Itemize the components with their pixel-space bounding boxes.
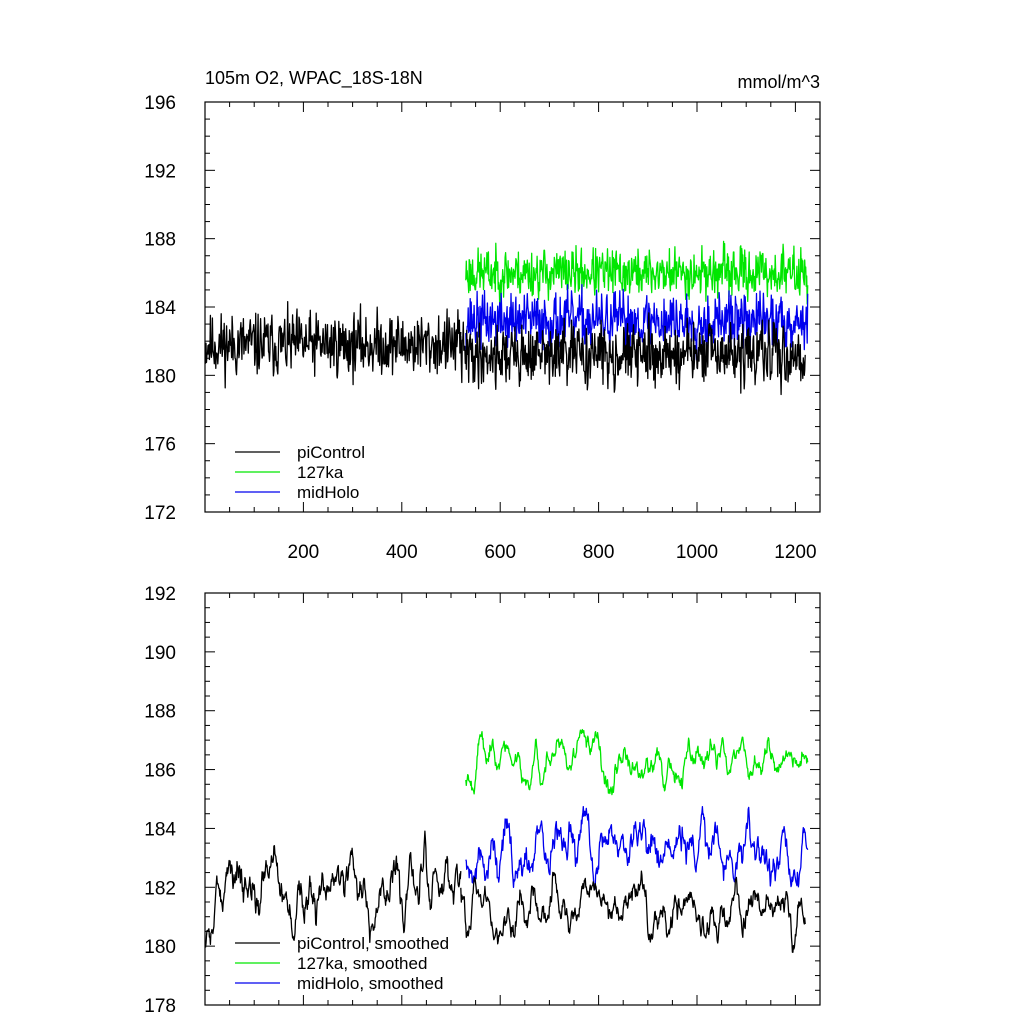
series-line-127ka-1 [465,240,809,306]
top-plot-frame [204,101,821,513]
x-tick-label: 600 [484,542,516,563]
series-line-midholo-2 [465,283,809,361]
series-line-127ka-smoothed-1 [465,728,809,796]
y-tick-label: 188 [144,230,176,251]
y-tick-label: 184 [144,298,176,319]
y-tick-label: 190 [144,643,176,664]
legend-label: piControl, smoothed [297,934,449,953]
bottom-plot-frame [204,592,821,1006]
legend-label: midHolo [297,483,359,502]
y-tick-label: 180 [144,937,176,958]
bottom-series-layer [204,728,809,953]
series-line-picontrol-smoothed-3 [460,870,806,953]
legend-label: midHolo, smoothed [297,974,443,993]
legend-label: 127ka, smoothed [297,954,427,973]
series-line-midholo-smoothed-2 [465,805,809,891]
y-tick-label: 192 [144,161,176,182]
series-line-picontrol-smoothed-0 [204,830,462,948]
legend-label: piControl [297,443,365,462]
y-tick-label: 182 [144,878,176,899]
series-line-picontrol-0 [204,301,462,389]
y-tick-label: 192 [144,584,176,605]
chart-title: 105m O2, WPAC_18S-18N [205,68,423,89]
y-tick-label: 188 [144,702,176,723]
y-tick-label: 172 [144,503,176,524]
x-tick-label: 1000 [676,542,718,563]
bottom-panel: 178 180 182 184 186 188 190 192 piControl, smoo… [144,584,821,1017]
x-tick-label: 200 [288,542,320,563]
top-panel: 105m O2, WPAC_18S-18N mmol/m^3 172 176 180… [144,68,821,563]
y-tick-label: 176 [144,435,176,456]
bottom-tick-layer: 178 180 182 184 186 188 190 192 [144,584,821,1017]
y-tick-label: 178 [144,996,176,1017]
units-label: mmol/m^3 [738,72,820,92]
x-tick-label: 800 [583,542,615,563]
top-series-layer [204,240,809,396]
y-tick-label: 196 [144,93,176,114]
x-tick-label: 1200 [774,542,816,563]
series-line-picontrol-3 [460,312,806,396]
top-tick-layer: 172 176 180 184 188 192 196 200 400 600 800 1000 120… [144,93,821,563]
legend-label: 127ka [297,463,344,482]
y-tick-label: 186 [144,761,176,782]
y-tick-label: 184 [144,819,176,840]
y-tick-label: 180 [144,366,176,387]
x-tick-label: 400 [386,542,418,563]
